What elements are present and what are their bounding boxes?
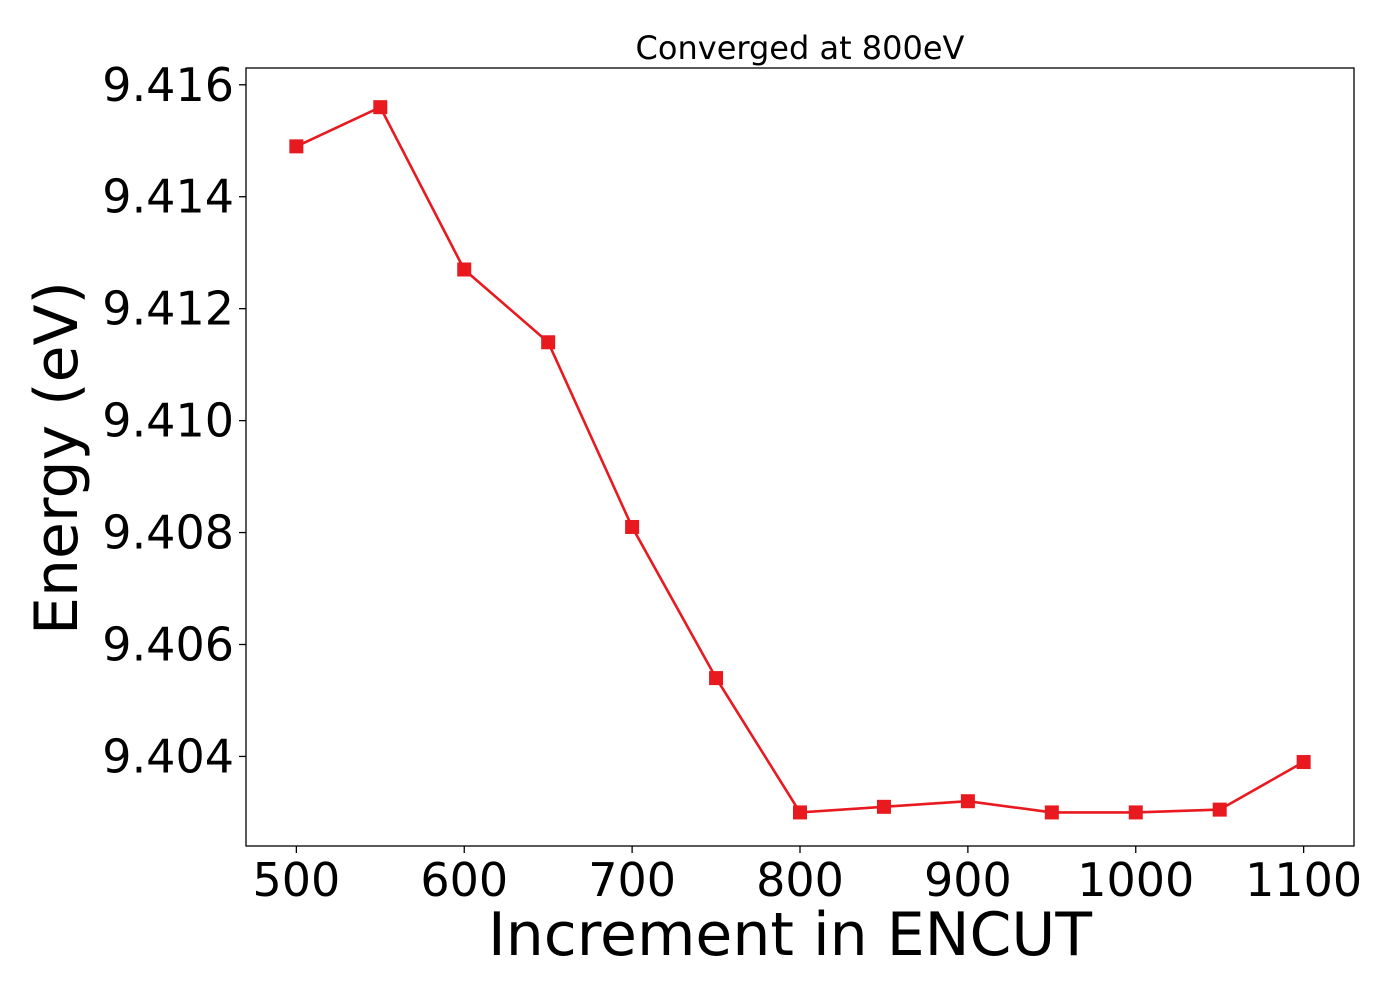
data-point-marker bbox=[709, 671, 724, 686]
y-axis-title: Energy (eV) bbox=[22, 281, 92, 635]
x-tick-label: 900 bbox=[924, 853, 1012, 907]
x-axis-title: Increment in ENCUT bbox=[488, 900, 1092, 970]
data-point-marker bbox=[960, 794, 975, 809]
x-tick-label: 700 bbox=[588, 853, 676, 907]
data-point-marker bbox=[1044, 805, 1059, 820]
data-point-marker bbox=[876, 799, 891, 814]
plot-area-frame bbox=[245, 67, 1355, 847]
y-tick-label: 9.414 bbox=[102, 170, 234, 224]
data-point-marker bbox=[289, 139, 304, 154]
series-line bbox=[295, 105, 1305, 814]
data-point-marker bbox=[457, 262, 472, 277]
y-tick-label: 9.408 bbox=[102, 506, 234, 560]
data-point-marker bbox=[1212, 802, 1227, 817]
x-tick-label: 1100 bbox=[1245, 853, 1362, 907]
y-tick-label: 9.404 bbox=[102, 729, 234, 783]
y-tick-label: 9.406 bbox=[102, 618, 234, 672]
data-point-marker bbox=[373, 100, 388, 115]
data-point-marker bbox=[625, 519, 640, 534]
y-tick-label: 9.410 bbox=[102, 394, 234, 448]
chart-title: Converged at 800eV bbox=[636, 29, 965, 67]
data-point-marker bbox=[1128, 805, 1143, 820]
x-tick-label: 1000 bbox=[1077, 853, 1194, 907]
y-tick-label: 9.416 bbox=[102, 58, 234, 112]
data-point-marker bbox=[1296, 755, 1311, 770]
x-tick-label: 600 bbox=[420, 853, 508, 907]
data-point-marker bbox=[541, 335, 556, 350]
x-tick-label: 800 bbox=[756, 853, 844, 907]
y-tick-label: 9.412 bbox=[102, 282, 234, 336]
x-tick-label: 500 bbox=[252, 853, 340, 907]
data-point-marker bbox=[793, 805, 807, 820]
